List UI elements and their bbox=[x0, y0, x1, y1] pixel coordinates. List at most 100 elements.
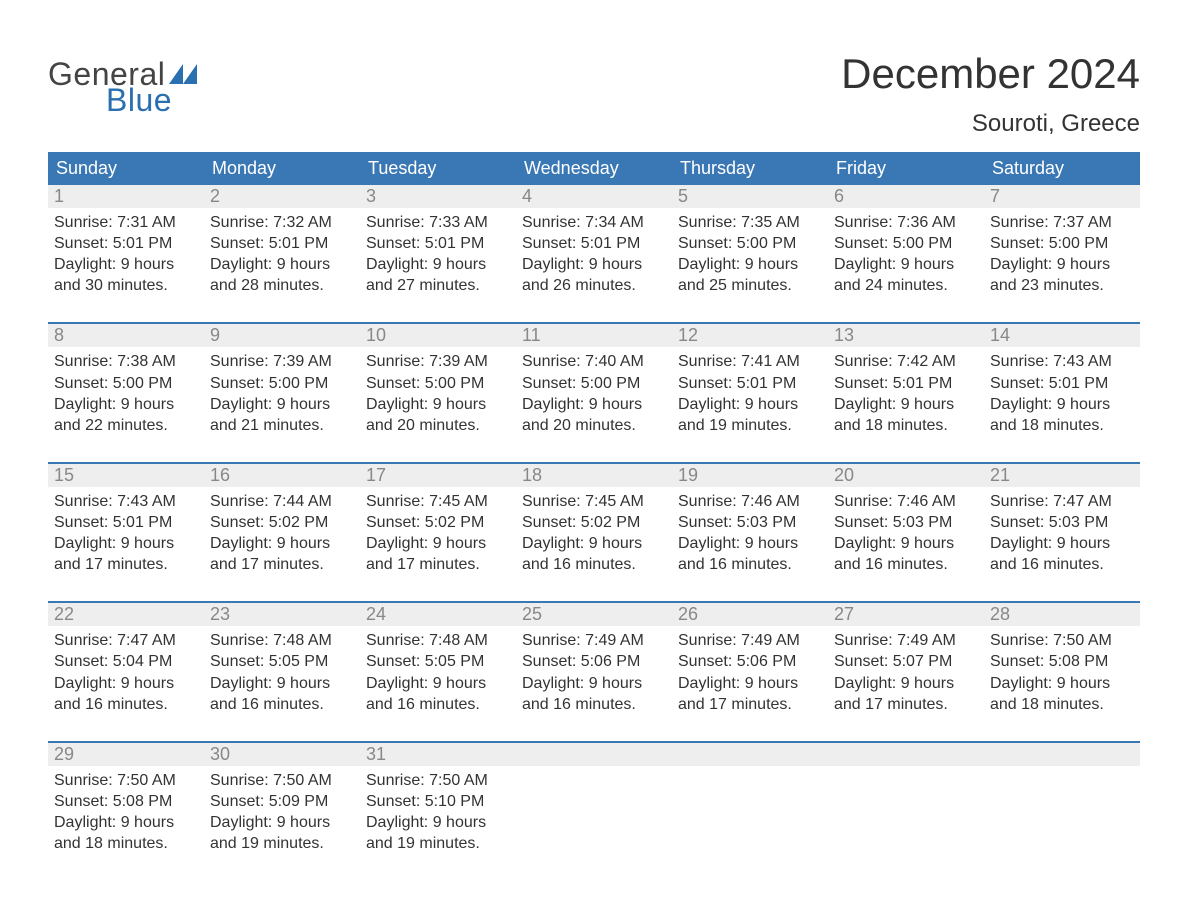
daylight-text: Daylight: 9 hours bbox=[210, 812, 354, 833]
daylight-text: and 23 minutes. bbox=[990, 275, 1134, 296]
daylight-text: Daylight: 9 hours bbox=[522, 673, 666, 694]
daylight-text: Daylight: 9 hours bbox=[990, 254, 1134, 275]
daylight-text: Daylight: 9 hours bbox=[366, 394, 510, 415]
day-cell: Sunrise: 7:49 AMSunset: 5:06 PMDaylight:… bbox=[672, 626, 828, 732]
sunset-text: Sunset: 5:04 PM bbox=[54, 651, 198, 672]
sunrise-text: Sunrise: 7:45 AM bbox=[522, 491, 666, 512]
week-content-row: Sunrise: 7:31 AMSunset: 5:01 PMDaylight:… bbox=[48, 208, 1140, 314]
sunset-text: Sunset: 5:02 PM bbox=[366, 512, 510, 533]
location-text: Souroti, Greece bbox=[841, 110, 1140, 138]
day-cell: Sunrise: 7:46 AMSunset: 5:03 PMDaylight:… bbox=[672, 487, 828, 593]
day-number: 27 bbox=[828, 603, 984, 626]
sunrise-text: Sunrise: 7:31 AM bbox=[54, 212, 198, 233]
day-cell: Sunrise: 7:39 AMSunset: 5:00 PMDaylight:… bbox=[204, 347, 360, 453]
sunset-text: Sunset: 5:00 PM bbox=[990, 233, 1134, 254]
day-cell: Sunrise: 7:49 AMSunset: 5:06 PMDaylight:… bbox=[516, 626, 672, 732]
day-number: 7 bbox=[984, 185, 1140, 208]
daylight-text: Daylight: 9 hours bbox=[366, 673, 510, 694]
daylight-text: Daylight: 9 hours bbox=[834, 254, 978, 275]
daylight-text: Daylight: 9 hours bbox=[522, 394, 666, 415]
day-number: 26 bbox=[672, 603, 828, 626]
day-number: 10 bbox=[360, 324, 516, 347]
day-cell bbox=[828, 766, 984, 872]
day-cell: Sunrise: 7:36 AMSunset: 5:00 PMDaylight:… bbox=[828, 208, 984, 314]
day-header: Sunday bbox=[48, 152, 204, 185]
sunset-text: Sunset: 5:00 PM bbox=[54, 373, 198, 394]
day-number bbox=[672, 743, 828, 766]
day-cell: Sunrise: 7:48 AMSunset: 5:05 PMDaylight:… bbox=[204, 626, 360, 732]
day-header: Thursday bbox=[672, 152, 828, 185]
logo: General Blue bbox=[48, 30, 197, 116]
sunset-text: Sunset: 5:06 PM bbox=[522, 651, 666, 672]
daylight-text: Daylight: 9 hours bbox=[678, 254, 822, 275]
daylight-text: Daylight: 9 hours bbox=[54, 533, 198, 554]
sunrise-text: Sunrise: 7:48 AM bbox=[366, 630, 510, 651]
sunrise-text: Sunrise: 7:47 AM bbox=[54, 630, 198, 651]
daylight-text: Daylight: 9 hours bbox=[54, 394, 198, 415]
day-cell bbox=[984, 766, 1140, 872]
day-cell: Sunrise: 7:47 AMSunset: 5:04 PMDaylight:… bbox=[48, 626, 204, 732]
day-header-row: SundayMondayTuesdayWednesdayThursdayFrid… bbox=[48, 152, 1140, 185]
daylight-text: Daylight: 9 hours bbox=[54, 812, 198, 833]
day-cell: Sunrise: 7:35 AMSunset: 5:00 PMDaylight:… bbox=[672, 208, 828, 314]
day-number: 23 bbox=[204, 603, 360, 626]
sunrise-text: Sunrise: 7:34 AM bbox=[522, 212, 666, 233]
sunset-text: Sunset: 5:08 PM bbox=[990, 651, 1134, 672]
sunrise-text: Sunrise: 7:37 AM bbox=[990, 212, 1134, 233]
month-title: December 2024 bbox=[841, 50, 1140, 98]
daynum-row: 22232425262728 bbox=[48, 603, 1140, 626]
daylight-text: Daylight: 9 hours bbox=[210, 673, 354, 694]
day-number: 12 bbox=[672, 324, 828, 347]
daylight-text: and 21 minutes. bbox=[210, 415, 354, 436]
sunset-text: Sunset: 5:00 PM bbox=[366, 373, 510, 394]
day-number: 21 bbox=[984, 464, 1140, 487]
day-cell bbox=[516, 766, 672, 872]
sunrise-text: Sunrise: 7:49 AM bbox=[678, 630, 822, 651]
sunset-text: Sunset: 5:01 PM bbox=[834, 373, 978, 394]
day-cell: Sunrise: 7:38 AMSunset: 5:00 PMDaylight:… bbox=[48, 347, 204, 453]
day-cell: Sunrise: 7:45 AMSunset: 5:02 PMDaylight:… bbox=[360, 487, 516, 593]
daylight-text: Daylight: 9 hours bbox=[522, 533, 666, 554]
day-cell: Sunrise: 7:45 AMSunset: 5:02 PMDaylight:… bbox=[516, 487, 672, 593]
daylight-text: and 28 minutes. bbox=[210, 275, 354, 296]
day-cell: Sunrise: 7:39 AMSunset: 5:00 PMDaylight:… bbox=[360, 347, 516, 453]
sunrise-text: Sunrise: 7:50 AM bbox=[990, 630, 1134, 651]
day-cell: Sunrise: 7:50 AMSunset: 5:09 PMDaylight:… bbox=[204, 766, 360, 872]
sunrise-text: Sunrise: 7:46 AM bbox=[834, 491, 978, 512]
day-number bbox=[516, 743, 672, 766]
daylight-text: and 17 minutes. bbox=[54, 554, 198, 575]
sunrise-text: Sunrise: 7:42 AM bbox=[834, 351, 978, 372]
day-number: 8 bbox=[48, 324, 204, 347]
daylight-text: and 16 minutes. bbox=[366, 694, 510, 715]
daylight-text: Daylight: 9 hours bbox=[210, 394, 354, 415]
day-number: 24 bbox=[360, 603, 516, 626]
daylight-text: Daylight: 9 hours bbox=[366, 254, 510, 275]
daylight-text: Daylight: 9 hours bbox=[54, 673, 198, 694]
daylight-text: and 24 minutes. bbox=[834, 275, 978, 296]
day-cell: Sunrise: 7:43 AMSunset: 5:01 PMDaylight:… bbox=[48, 487, 204, 593]
day-cell: Sunrise: 7:34 AMSunset: 5:01 PMDaylight:… bbox=[516, 208, 672, 314]
daylight-text: Daylight: 9 hours bbox=[366, 533, 510, 554]
sunset-text: Sunset: 5:05 PM bbox=[366, 651, 510, 672]
sunset-text: Sunset: 5:01 PM bbox=[678, 373, 822, 394]
sunrise-text: Sunrise: 7:50 AM bbox=[210, 770, 354, 791]
daylight-text: and 18 minutes. bbox=[54, 833, 198, 854]
daylight-text: and 16 minutes. bbox=[54, 694, 198, 715]
daylight-text: and 20 minutes. bbox=[366, 415, 510, 436]
daylight-text: Daylight: 9 hours bbox=[834, 673, 978, 694]
daylight-text: Daylight: 9 hours bbox=[210, 533, 354, 554]
daynum-row: 1234567 bbox=[48, 185, 1140, 208]
daylight-text: Daylight: 9 hours bbox=[678, 673, 822, 694]
day-number: 14 bbox=[984, 324, 1140, 347]
daylight-text: and 18 minutes. bbox=[990, 415, 1134, 436]
daylight-text: and 22 minutes. bbox=[54, 415, 198, 436]
daylight-text: and 19 minutes. bbox=[210, 833, 354, 854]
daylight-text: Daylight: 9 hours bbox=[366, 812, 510, 833]
sunrise-text: Sunrise: 7:32 AM bbox=[210, 212, 354, 233]
day-cell: Sunrise: 7:42 AMSunset: 5:01 PMDaylight:… bbox=[828, 347, 984, 453]
day-number: 4 bbox=[516, 185, 672, 208]
day-number: 28 bbox=[984, 603, 1140, 626]
daylight-text: Daylight: 9 hours bbox=[834, 394, 978, 415]
week-content-row: Sunrise: 7:38 AMSunset: 5:00 PMDaylight:… bbox=[48, 347, 1140, 453]
daylight-text: and 16 minutes. bbox=[210, 694, 354, 715]
